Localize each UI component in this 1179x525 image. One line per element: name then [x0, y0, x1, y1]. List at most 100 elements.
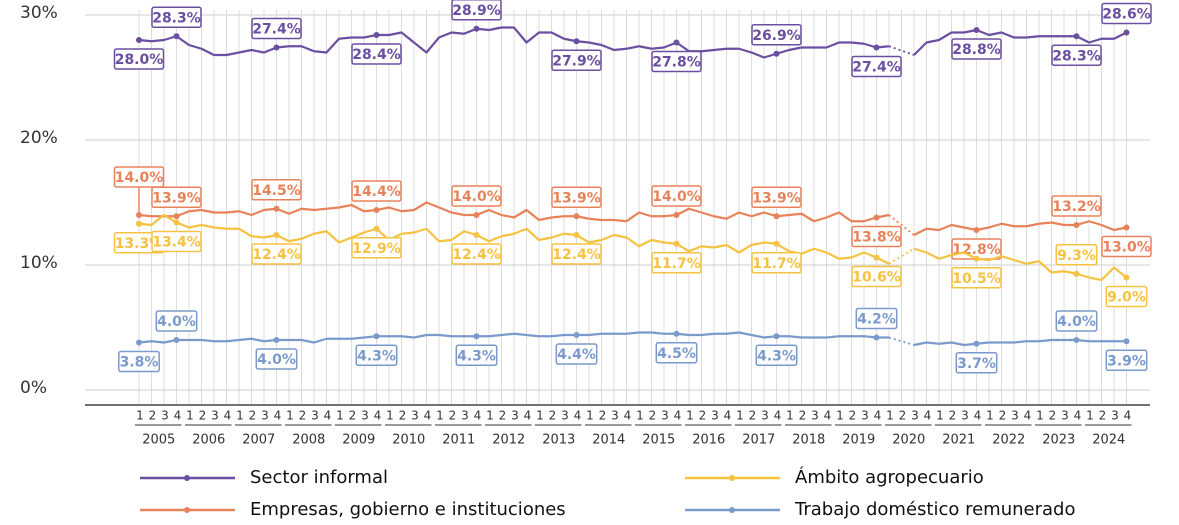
quarter-label: 4: [474, 409, 482, 423]
label-box: [1055, 310, 1098, 332]
quarter-label: 2: [349, 409, 357, 423]
quarter-label: 2: [249, 409, 257, 423]
quarter-label: 4: [574, 409, 582, 423]
data-label: 4.2%: [857, 312, 896, 328]
data-label: 28.3%: [152, 10, 201, 26]
quarter-label: 4: [224, 409, 232, 423]
label-box: [251, 179, 302, 201]
quarter-label: 1: [836, 409, 844, 423]
series-line: [913, 28, 1127, 56]
year-label: 2023: [1042, 433, 1075, 448]
label-box: [351, 180, 402, 202]
quarter-label: 2: [799, 409, 807, 423]
legend-dot: [729, 475, 735, 481]
quarter-label: 3: [561, 409, 569, 423]
quarter-label: 3: [261, 409, 269, 423]
label-box: [655, 342, 698, 364]
data-point: [136, 37, 142, 43]
y-tick-label: 20%: [20, 128, 58, 148]
label-box: [251, 243, 302, 265]
data-label: 28.0%: [115, 52, 164, 68]
quarter-label: 1: [186, 409, 194, 423]
data-point: [136, 220, 142, 227]
quarter-label: 1: [286, 409, 294, 423]
series-line: [913, 247, 1128, 282]
data-label: 12.4%: [252, 247, 301, 263]
data-label: 11.7%: [752, 256, 801, 272]
data-point: [773, 333, 780, 340]
data-point: [773, 240, 780, 247]
label-box: [151, 230, 202, 253]
quarter-label: 3: [161, 409, 169, 423]
quarter-label: 2: [1099, 409, 1107, 423]
year-label: 2014: [592, 433, 625, 448]
label-box: [1105, 349, 1148, 371]
gap-connector: [888, 214, 915, 236]
data-label: 27.4%: [252, 22, 301, 38]
quarter-label: 3: [611, 409, 619, 423]
data-point: [573, 232, 580, 238]
quarter-label: 2: [899, 409, 907, 423]
quarter-label: 3: [411, 409, 419, 423]
year-label: 2012: [492, 433, 525, 448]
data-point: [573, 213, 580, 220]
data-label: 4.3%: [457, 348, 496, 364]
label-box: [118, 350, 160, 373]
data-label: 13.0%: [1102, 240, 1151, 256]
quarter-label: 3: [211, 409, 219, 423]
label-box: [551, 49, 602, 71]
legend-label: Trabajo doméstico remunerado: [794, 499, 1075, 520]
data-point: [273, 232, 280, 238]
quarter-label: 4: [1074, 409, 1082, 423]
quarter-label: 3: [361, 409, 369, 423]
year-label: 2017: [742, 433, 775, 448]
series-line: [138, 331, 889, 344]
data-point: [1123, 224, 1130, 231]
quarter-label: 4: [724, 409, 732, 423]
data-label: 28.8%: [952, 42, 1001, 58]
data-label: 4.0%: [257, 352, 296, 368]
data-label: 3.8%: [120, 355, 159, 371]
data-point: [136, 339, 142, 346]
quarter-label: 2: [699, 409, 707, 423]
quarter-label: 1: [986, 409, 994, 423]
data-point: [1123, 338, 1130, 345]
data-point: [473, 212, 480, 218]
quarter-label: 2: [199, 409, 207, 423]
data-point: [673, 39, 680, 46]
quarter-label: 1: [386, 409, 394, 423]
data-point: [873, 44, 880, 51]
label-box: [1051, 44, 1102, 66]
y-tick-label: 0%: [20, 378, 47, 398]
series-line: [913, 220, 1127, 236]
data-label: 13.8%: [852, 230, 901, 246]
quarter-label: 4: [974, 409, 982, 423]
label-box: [1051, 195, 1102, 217]
quarter-label: 4: [824, 409, 832, 423]
label-box: [551, 243, 602, 265]
data-point: [973, 27, 980, 33]
quarter-label: 3: [861, 409, 869, 423]
data-point: [173, 219, 180, 226]
year-label: 2011: [442, 433, 475, 448]
data-label: 14.0%: [115, 170, 164, 186]
data-point: [873, 254, 880, 261]
data-point: [873, 214, 880, 221]
data-point: [273, 337, 280, 343]
year-label: 2008: [292, 433, 325, 448]
data-label: 28.3%: [1052, 48, 1101, 64]
data-point: [173, 33, 180, 40]
quarter-label: 4: [624, 409, 632, 423]
data-label: 27.4%: [852, 60, 901, 76]
y-tick-label: 30%: [20, 3, 58, 23]
quarter-label: 2: [449, 409, 457, 423]
quarter-label: 1: [136, 409, 144, 423]
label-box: [1105, 285, 1148, 308]
label-box: [255, 348, 298, 370]
quarter-label: 3: [761, 409, 769, 423]
label-box: [351, 237, 402, 259]
legend-dot: [184, 507, 190, 513]
label-box: [755, 344, 798, 366]
data-label: 13.2%: [1052, 199, 1101, 215]
